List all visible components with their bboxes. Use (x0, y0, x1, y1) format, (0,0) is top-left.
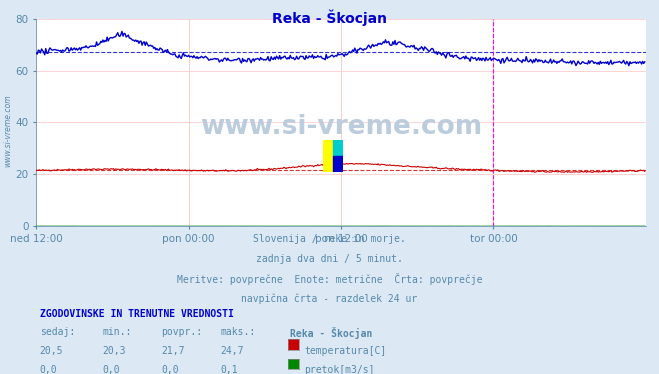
Text: zadnja dva dni / 5 minut.: zadnja dva dni / 5 minut. (256, 254, 403, 264)
Text: 20,5: 20,5 (40, 346, 63, 356)
Text: 0,1: 0,1 (221, 365, 239, 374)
Text: temperatura[C]: temperatura[C] (304, 346, 387, 356)
Text: navpična črta - razdelek 24 ur: navpična črta - razdelek 24 ur (241, 293, 418, 304)
Text: povpr.:: povpr.: (161, 327, 202, 337)
Bar (333, 140, 343, 156)
Bar (323, 140, 333, 172)
Text: www.si-vreme.com: www.si-vreme.com (3, 95, 13, 167)
Text: Reka - Škocjan: Reka - Škocjan (290, 327, 372, 338)
Text: 20,3: 20,3 (102, 346, 126, 356)
Text: 0,0: 0,0 (102, 365, 120, 374)
Text: 24,7: 24,7 (221, 346, 244, 356)
Text: ZGODOVINSKE IN TRENUTNE VREDNOSTI: ZGODOVINSKE IN TRENUTNE VREDNOSTI (40, 309, 233, 319)
Text: maks.:: maks.: (221, 327, 256, 337)
Text: Slovenija / reke in morje.: Slovenija / reke in morje. (253, 234, 406, 244)
Text: 21,7: 21,7 (161, 346, 185, 356)
Bar (333, 156, 343, 172)
Text: min.:: min.: (102, 327, 132, 337)
Text: 0,0: 0,0 (40, 365, 57, 374)
Text: Meritve: povprečne  Enote: metrične  Črta: povprečje: Meritve: povprečne Enote: metrične Črta:… (177, 273, 482, 285)
Text: www.si-vreme.com: www.si-vreme.com (200, 114, 482, 140)
Text: 0,0: 0,0 (161, 365, 179, 374)
Text: sedaj:: sedaj: (40, 327, 74, 337)
Text: Reka - Škocjan: Reka - Škocjan (272, 9, 387, 26)
Text: pretok[m3/s]: pretok[m3/s] (304, 365, 375, 374)
